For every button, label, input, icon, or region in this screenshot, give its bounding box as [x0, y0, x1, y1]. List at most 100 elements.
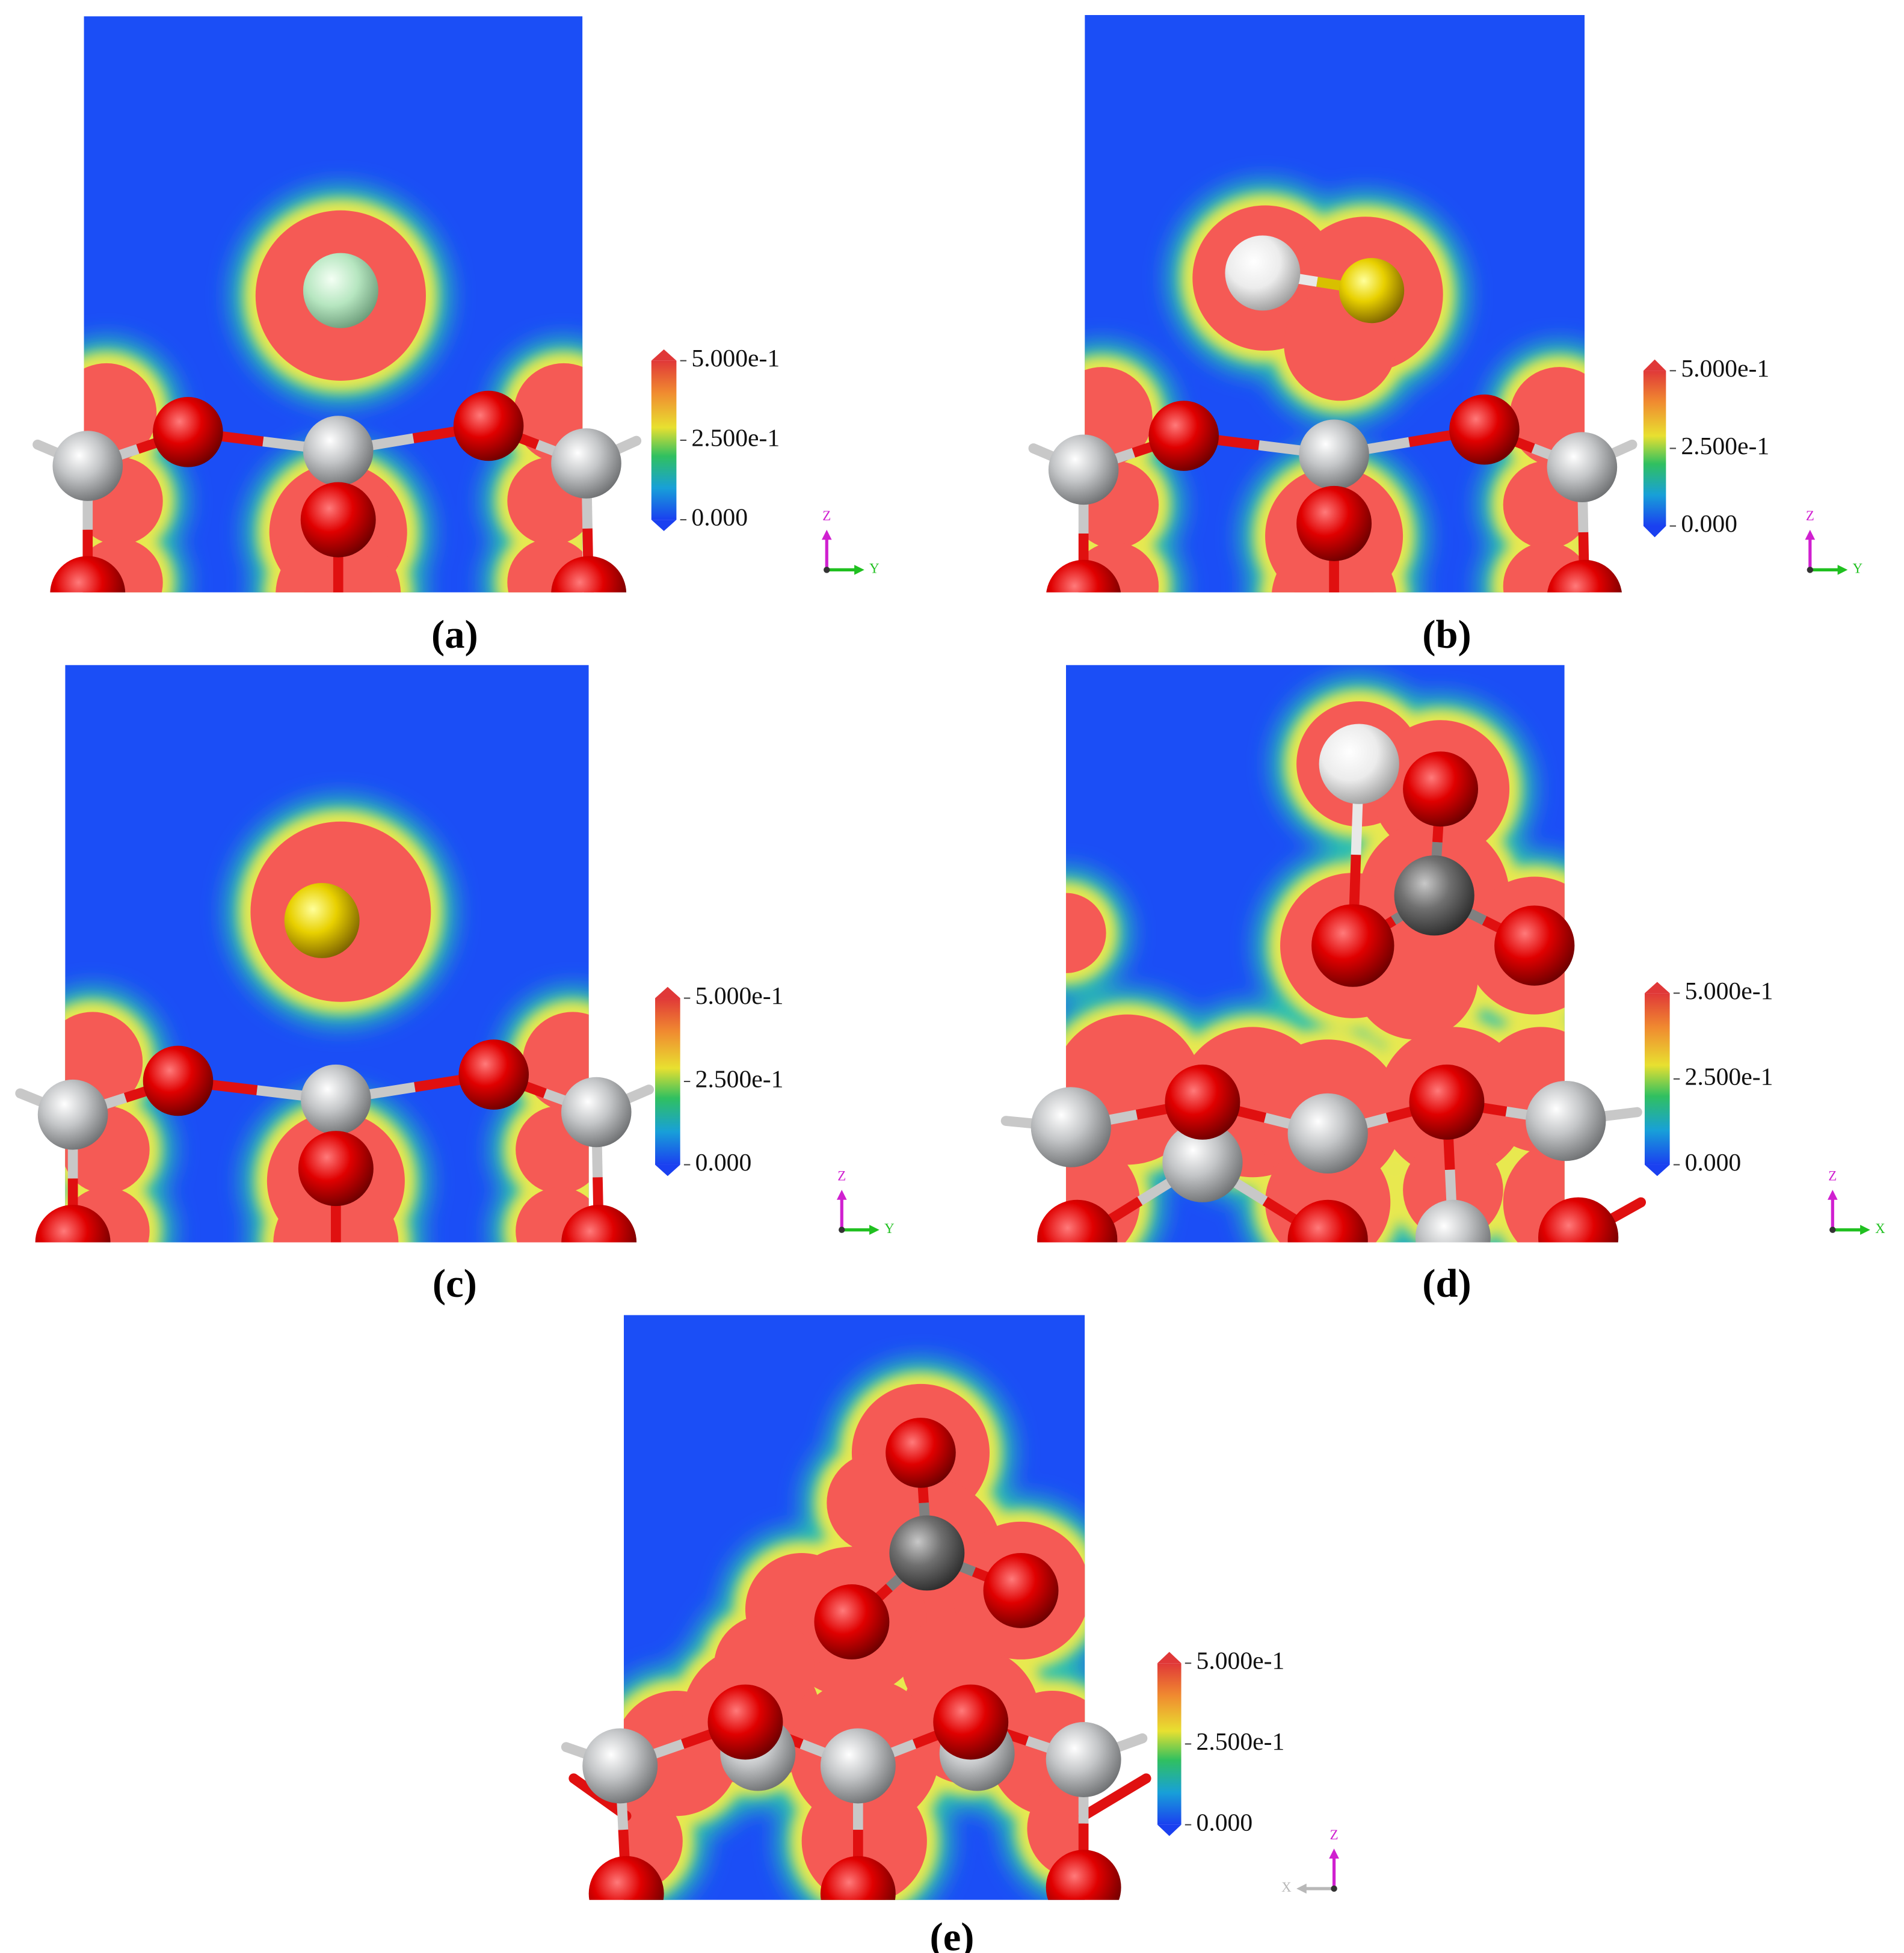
atom — [1031, 1087, 1111, 1167]
atom — [1311, 904, 1394, 987]
panel: 5.000e-12.500e-10.000 ZY(c) — [15, 665, 895, 1306]
colorbar: 5.000e-1 2.500e-1 0.000 — [1157, 1647, 1285, 1836]
structure — [32, 253, 642, 592]
atom — [284, 882, 360, 958]
atom — [582, 1728, 658, 1804]
axis-arrowhead — [836, 1190, 847, 1200]
axis-triad: ZY — [1805, 508, 1862, 576]
structure — [1028, 235, 1638, 592]
atom — [458, 1039, 529, 1110]
panel-label: (c) — [433, 1262, 477, 1306]
colorbar-end — [655, 1164, 680, 1176]
structure — [1000, 724, 1647, 1243]
axis-label: X — [1875, 1221, 1885, 1236]
atom — [1165, 1064, 1240, 1140]
atom — [153, 397, 223, 467]
panel-label: (e) — [930, 1916, 975, 1953]
colorbar: 5.000e-1 2.500e-1 0.000 — [1644, 977, 1773, 1176]
colorbar-label: 0.000 — [1681, 510, 1737, 538]
atom — [303, 416, 374, 486]
axis-origin — [1331, 1885, 1337, 1892]
atom — [1394, 855, 1474, 936]
colorbar-label: 2.500e-1 — [695, 1066, 784, 1093]
atom — [1403, 751, 1479, 827]
colorbar: 5.000e-1 2.500e-1 0.000 — [1643, 355, 1769, 538]
atom — [820, 1728, 896, 1804]
atom — [50, 556, 126, 592]
atom — [1299, 419, 1369, 490]
axis-origin — [1829, 1226, 1836, 1233]
atom — [1037, 1199, 1118, 1243]
colorbar-label: 5.000e-1 — [1681, 355, 1769, 383]
panel-label: (a) — [431, 613, 478, 657]
atom — [37, 1079, 108, 1150]
atom — [301, 1064, 371, 1135]
atom — [820, 1856, 896, 1900]
atom — [551, 428, 621, 499]
axis-triad: ZY — [821, 508, 880, 576]
panel-label: (d) — [1422, 1262, 1471, 1306]
atom — [1048, 434, 1119, 505]
atom — [1046, 1722, 1121, 1797]
axis-arrowhead — [1837, 565, 1848, 575]
atom — [561, 1205, 637, 1243]
axis-label: Z — [1828, 1169, 1837, 1184]
atom — [814, 1584, 890, 1659]
atom — [1225, 235, 1301, 311]
atom — [1538, 1197, 1619, 1243]
axis-label: Z — [822, 508, 831, 523]
elf-region — [1065, 893, 1106, 973]
atom — [886, 1418, 956, 1488]
colorbar-label: 0.000 — [691, 504, 748, 532]
colorbar: 5.000e-1 2.500e-1 0.000 — [655, 982, 783, 1176]
axis-origin — [824, 567, 830, 573]
panel: 5.000e-1 2.500e-1 0.000 ZY (b) — [1028, 14, 1862, 657]
atom — [1046, 559, 1121, 592]
colorbar-label: 0.000 — [1197, 1809, 1253, 1836]
atom — [300, 482, 376, 558]
structure — [15, 882, 655, 1243]
axis-arrowhead — [1329, 1848, 1339, 1859]
atom — [1547, 432, 1618, 502]
panel: 5.000e-12.500e-10.000 ZX(e) — [561, 1315, 1339, 1953]
axis-arrowhead — [821, 529, 832, 540]
atom — [1148, 401, 1219, 471]
colorbar-label: 0.000 — [695, 1149, 752, 1176]
localization-region — [65, 821, 589, 1243]
colorbar-label: 5.000e-1 — [1685, 977, 1773, 1005]
atom — [143, 1045, 214, 1116]
atom — [1287, 1093, 1368, 1174]
axis-arrowhead — [1860, 1225, 1870, 1235]
atom — [1526, 1080, 1606, 1161]
colorbar-label: 2.500e-1 — [1197, 1728, 1285, 1756]
axis-triad: ZX — [1281, 1827, 1339, 1895]
atom — [453, 390, 524, 461]
axis-arrowhead — [1805, 529, 1816, 540]
axis-label: Y — [1853, 561, 1863, 576]
atom — [1296, 485, 1372, 561]
bond — [1078, 1773, 1151, 1821]
axis-arrowhead — [869, 1225, 880, 1235]
atom — [1162, 1122, 1243, 1202]
panel-label: (b) — [1422, 613, 1471, 657]
atom — [933, 1684, 1009, 1760]
atom — [1319, 724, 1399, 804]
panel: 5.000e-12.500e-10.000 ZY(a) — [32, 16, 880, 657]
atom — [303, 253, 378, 328]
colorbar-gradient — [651, 360, 677, 520]
axis-label: Y — [884, 1221, 895, 1236]
axis-origin — [839, 1226, 845, 1233]
colorbar-label: 2.500e-1 — [691, 424, 780, 452]
atom — [1339, 257, 1405, 324]
axis-triad: ZX — [1827, 1169, 1885, 1236]
panels: 5.000e-12.500e-10.000 ZY(a)5.000e-12.500e… — [15, 14, 1885, 1953]
colorbar-end — [651, 520, 677, 531]
axis-origin — [1807, 567, 1814, 573]
colorbar-label: 0.000 — [1685, 1149, 1742, 1176]
colorbar-gradient — [655, 998, 680, 1165]
colorbar-gradient — [1643, 371, 1666, 526]
colorbar-label: 2.500e-1 — [1681, 432, 1769, 460]
atom — [1415, 1199, 1491, 1243]
structure — [561, 1418, 1151, 1900]
